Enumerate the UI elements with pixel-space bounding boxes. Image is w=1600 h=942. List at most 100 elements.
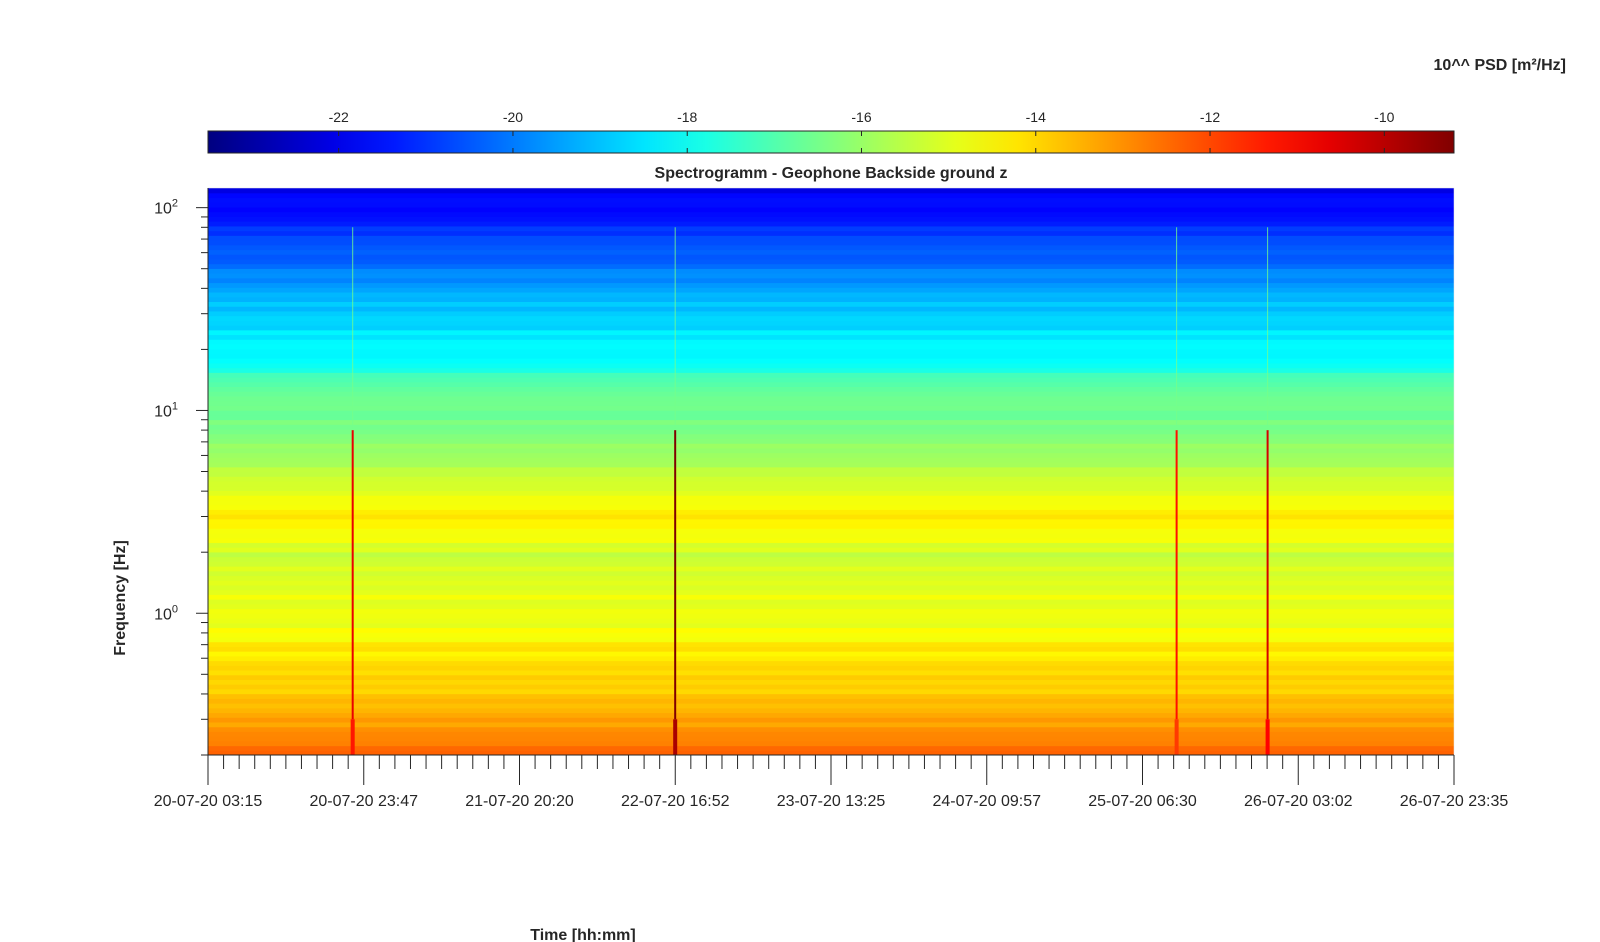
heatmap-band [208,325,1454,331]
heatmap-band [208,405,1454,411]
x-axis: 20-07-20 03:15 20-07-20 23:47 21-07-20 20:… [154,754,1508,810]
heatmap-band [208,542,1454,548]
heatmap-band [208,480,1454,487]
heatmap-band [208,509,1454,515]
transient-event [350,227,355,755]
colorbar-strip [207,130,1455,154]
heatmap-band [208,613,1454,619]
heatmap-band [208,287,1454,293]
heatmap-band [208,225,1454,232]
heatmap-band [208,504,1454,510]
y-tick-label: 100 [154,603,178,623]
heatmap-band [208,377,1454,383]
heatmap-band [208,698,1454,704]
heatmap-band [208,419,1454,425]
heatmap-band [208,641,1454,647]
transient-event [673,227,678,755]
x-tick-label: 21-07-20 20:20 [465,793,574,810]
transient-event-base [673,719,678,755]
colorbar-tick-label: -22 [329,109,349,125]
heatmap-band [208,263,1454,269]
heatmap-band [208,608,1454,614]
x-tick-label: 24-07-20 09:57 [932,793,1041,810]
heatmap-band [208,518,1454,525]
heatmap-band [208,471,1454,477]
heatmap-band [208,452,1454,458]
heatmap-band [208,532,1454,539]
heatmap-band [208,570,1454,577]
y-axis-label: Frequency [Hz] [112,540,129,656]
heatmap-band [208,273,1454,279]
heatmap-band [208,490,1454,496]
heatmap-band [208,391,1454,397]
y-tick-label: 102 [154,198,178,218]
x-tick-label: 20-07-20 03:15 [154,793,263,810]
heatmap-band [208,362,1454,369]
x-tick-label: 22-07-20 16:52 [621,793,730,810]
heatmap-band [208,334,1454,340]
heatmap-band [208,291,1454,298]
heatmap-band [208,575,1454,581]
heatmap-band [208,433,1454,440]
colorbar: -22 -20 -18 -16 -14 -12 -10 10^^ PSD [m²/Hz] [207,57,1566,154]
heatmap-band [208,523,1454,529]
heatmap-band [208,580,1454,586]
heatmap-band [208,424,1454,430]
heatmap-band [208,617,1454,624]
heatmap-band [208,329,1454,336]
heatmap-band [208,646,1454,652]
heatmap-band [208,547,1454,553]
heatmap-band [208,310,1454,317]
heatmap-band [208,674,1454,680]
heatmap-band [208,301,1454,307]
heatmap-band [208,188,1454,194]
heatmap-band [208,551,1454,558]
x-tick-label: 26-07-20 03:02 [1244,793,1353,810]
heatmap-band [208,740,1454,747]
heatmap-band [208,688,1454,695]
heatmap-band [208,499,1454,506]
heatmap-band [208,622,1454,629]
heatmap-band [208,476,1454,482]
heatmap-band [208,717,1454,723]
transient-event [1265,227,1270,755]
heatmap-band [208,192,1454,199]
transient-event [1174,227,1179,755]
heatmap-band [208,447,1454,454]
heatmap-band [208,731,1454,737]
heatmap-band [208,202,1454,208]
heatmap-band [208,230,1454,236]
heatmap-band [208,669,1454,676]
heatmap-band [208,395,1454,402]
heatmap-band [208,381,1454,388]
heatmap-band [208,589,1454,595]
heatmap-band [208,249,1454,255]
heatmap-band [208,206,1454,213]
heatmap-band [208,221,1454,227]
heatmap-band [208,353,1454,359]
heatmap-band [208,655,1454,662]
heatmap-band [208,282,1454,288]
heatmap-band [208,745,1454,751]
heatmap-band [208,721,1454,728]
y-axis: 100 101 102 [154,188,209,756]
heatmap-band [208,736,1454,742]
heatmap-band [208,684,1454,690]
colorbar-tick-label: -16 [851,109,871,125]
heatmap-band [208,566,1454,572]
transient-event-base [350,719,355,755]
colorbar-tick-label: -18 [677,109,697,125]
x-tick-label: 25-07-20 06:30 [1088,793,1197,810]
heatmap-band [208,244,1454,251]
colorbar-tick-label: -14 [1026,109,1046,125]
heatmap-band [208,343,1454,350]
heatmap-band [208,306,1454,312]
heatmap-band [208,462,1454,468]
heatmap-band [208,254,1454,260]
colorbar-label: 10^^ PSD [m²/Hz] [1434,57,1566,74]
x-tick-label: 23-07-20 13:25 [777,793,886,810]
heatmap-band [208,651,1454,657]
heatmap-band [208,679,1454,685]
heatmap-band [208,693,1454,699]
